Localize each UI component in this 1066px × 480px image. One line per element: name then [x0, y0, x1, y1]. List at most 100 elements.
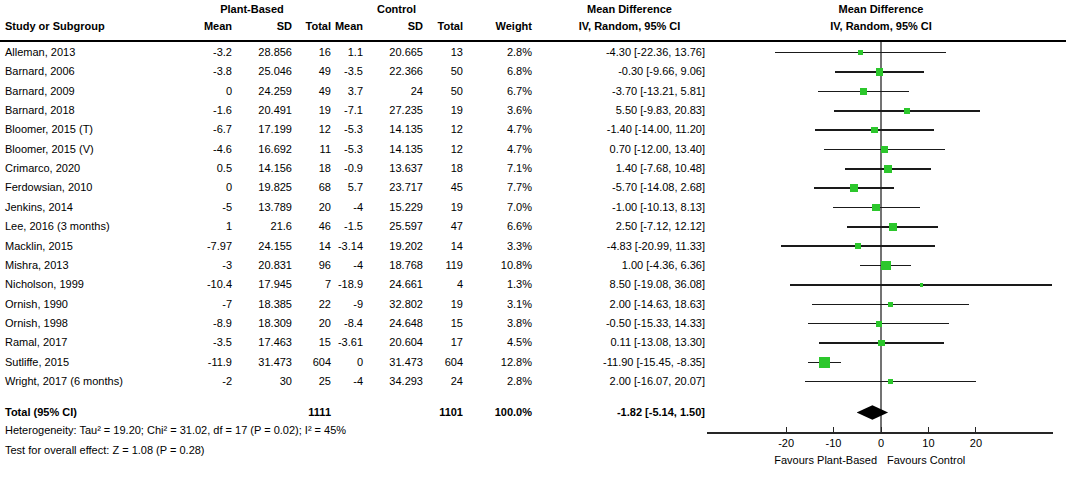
cell-total_c: 15	[425, 314, 463, 333]
cell-mean_pb: -3.2	[170, 43, 232, 62]
cell-total_c: 19	[425, 295, 463, 314]
col-header-sd-plant: SD	[236, 17, 292, 36]
header-rule	[0, 40, 1066, 42]
cell-ci_text: 1.40 [-7.68, 10.48]	[555, 159, 705, 178]
cell-total_c: 14	[425, 237, 463, 256]
forest-plot: Plant-Based Control Mean Difference Mean…	[0, 0, 1066, 480]
cell-total_c: 18	[425, 159, 463, 178]
table-row: Ramal, 2017-3.517.46315-3.6120.604174.5%…	[0, 333, 760, 352]
cell-weight: 7.1%	[476, 159, 532, 178]
cell-total_c: 13	[425, 43, 463, 62]
cell-mean_pb: 0	[170, 82, 232, 101]
cell-mean_c: 3.7	[317, 82, 363, 101]
cell-ci_text: 5.50 [-9.83, 20.83]	[555, 101, 705, 120]
cell-sd_c: 27.235	[367, 101, 423, 120]
cell-sd_pb: 19.825	[236, 178, 292, 197]
cell-weight: 3.1%	[476, 295, 532, 314]
cell-weight: 3.6%	[476, 101, 532, 120]
cell-mean_pb: -4.6	[170, 140, 232, 159]
overall-effect-test: Test for overall effect: Z = 1.08 (P = 0…	[5, 441, 625, 460]
cell-sd_pb: 20.831	[236, 256, 292, 275]
table-row: Barnard, 2018-1.620.49119-7.127.235193.6…	[0, 101, 760, 120]
cell-sd_pb: 25.046	[236, 62, 292, 81]
effect-marker	[876, 321, 882, 327]
cell-ci_text: -4.83 [-20.99, 11.33]	[555, 237, 705, 256]
cell-ci_text: -11.90 [-15.45, -8.35]	[555, 353, 705, 372]
cell-total_c: 45	[425, 178, 463, 197]
cell-mean_c: 1.1	[317, 43, 363, 62]
cell-weight: 10.8%	[476, 256, 532, 275]
cell-mean_pb: 0.5	[170, 159, 232, 178]
cell-sd_pb: 17.945	[236, 275, 292, 294]
cell-sd_pb: 17.463	[236, 333, 292, 352]
axis-tick	[881, 427, 882, 433]
cell-weight: 3.8%	[476, 314, 532, 333]
cell-sd_pb: 24.155	[236, 237, 292, 256]
cell-mean_pb: 1	[170, 217, 232, 236]
effect-marker	[920, 283, 923, 286]
cell-weight: 3.3%	[476, 237, 532, 256]
cell-mean_pb: -3	[170, 256, 232, 275]
cell-weight: 2.8%	[476, 43, 532, 62]
cell-total_c: 119	[425, 256, 463, 275]
cell-sd_pb: 13.789	[236, 198, 292, 217]
cell-sd_c: 15.229	[367, 198, 423, 217]
cell-ci_text: 1.00 [-4.36, 6.36]	[555, 256, 705, 275]
cell-ci_text: 2.50 [-7.12, 12.12]	[555, 217, 705, 236]
effect-marker	[904, 108, 910, 114]
cell-mean_c: 0	[317, 353, 363, 372]
effect-marker	[872, 204, 880, 212]
effect-marker	[878, 340, 884, 346]
col-header-total-control: Total	[425, 17, 463, 36]
cell-total_c: 12	[425, 140, 463, 159]
cell-mean_c: -1.5	[317, 217, 363, 236]
cell-total_c: 4	[425, 275, 463, 294]
table-row: Nicholson, 1999-10.417.9457-18.924.66141…	[0, 275, 760, 294]
cell-sd_pb: 20.491	[236, 101, 292, 120]
table-row: Macklin, 2015-7.9724.15514-3.1419.202143…	[0, 237, 760, 256]
cell-weight: 2.8%	[476, 372, 532, 391]
cell-sd_c: 19.202	[367, 237, 423, 256]
cell-mean_pb: -7	[170, 295, 232, 314]
cell-mean_c: -8.4	[317, 314, 363, 333]
table-row: Crimarco, 20200.514.15618-0.913.637187.1…	[0, 159, 760, 178]
cell-mean_c: -3.5	[317, 62, 363, 81]
cell-mean_pb: -11.9	[170, 353, 232, 372]
cell-weight: 6.8%	[476, 62, 532, 81]
effect-marker	[881, 146, 888, 153]
cell-mean_pb: -3.8	[170, 62, 232, 81]
cell-total_c: 604	[425, 353, 463, 372]
effect-marker	[876, 68, 884, 76]
heterogeneity-stats: Heterogeneity: Tau² = 19.20; Chi² = 31.0…	[5, 421, 625, 440]
cell-sd_c: 20.604	[367, 333, 423, 352]
cell-weight: 7.7%	[476, 178, 532, 197]
effect-marker	[889, 223, 897, 231]
axis-tick	[786, 427, 787, 433]
table-row: Jenkins, 2014-513.78920-415.229197.0%-1.…	[0, 198, 760, 217]
cell-ci_text: 2.00 [-16.07, 20.07]	[555, 372, 705, 391]
effect-marker	[819, 357, 830, 368]
cell-mean_c: -4	[317, 372, 363, 391]
axis-tick	[928, 427, 929, 433]
cell-sd_pb: 18.385	[236, 295, 292, 314]
table-row: Bloomer, 2015 (T)-6.717.19912-5.314.1351…	[0, 120, 760, 139]
cell-weight: 4.7%	[476, 140, 532, 159]
cell-ci_text: -0.50 [-15.33, 14.33]	[555, 314, 705, 333]
cell-mean_pb: -6.7	[170, 120, 232, 139]
table-row: Barnard, 2009024.259493.724506.7%-3.70 […	[0, 82, 760, 101]
cell-mean_pb: -7.97	[170, 237, 232, 256]
cell-sd_c: 32.802	[367, 295, 423, 314]
effect-marker	[888, 379, 893, 384]
cell-weight: 4.5%	[476, 333, 532, 352]
cell-ci_text: -3.70 [-13.21, 5.81]	[555, 82, 705, 101]
table-row: Wright, 2017 (6 months)-23025-434.293242…	[0, 372, 760, 391]
table-row: Bloomer, 2015 (V)-4.616.69211-5.314.1351…	[0, 140, 760, 159]
cell-sd_pb: 24.259	[236, 82, 292, 101]
cell-mean_c: -4	[317, 256, 363, 275]
axis-tick	[975, 427, 976, 433]
cell-ci_text: -4.30 [-22.36, 13.76]	[555, 43, 705, 62]
cell-weight: 6.7%	[476, 82, 532, 101]
cell-mean_pb: -2	[170, 372, 232, 391]
total-weight: 100.0%	[476, 403, 532, 422]
total-row-label: Total (95% CI)	[5, 403, 225, 422]
